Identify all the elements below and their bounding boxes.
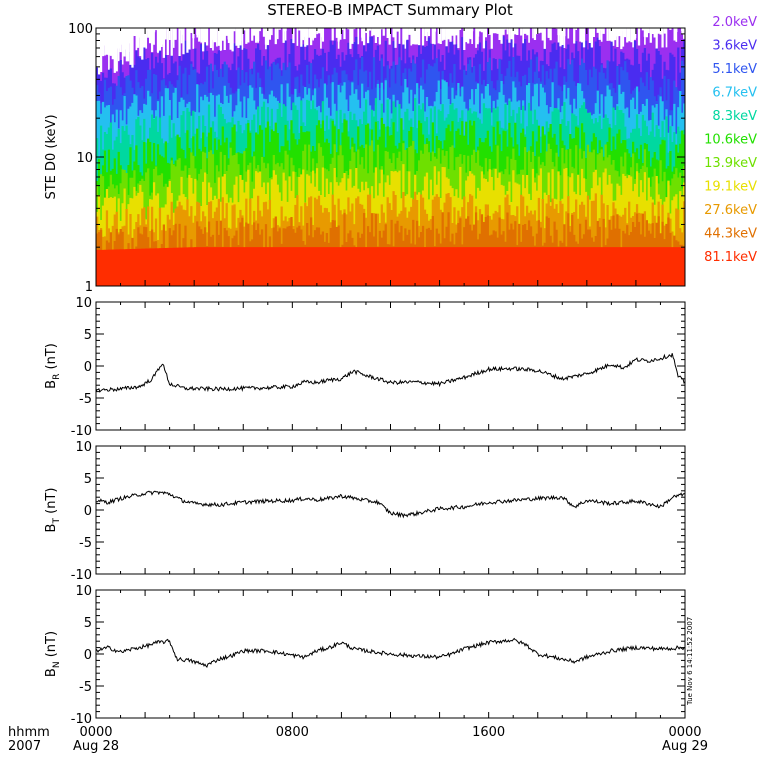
ytick-label: 5 (84, 472, 92, 487)
legend-entry-27.6keV: 27.6keV (704, 203, 757, 218)
date-label: Aug 29 (662, 739, 708, 754)
panel-frame (95, 301, 686, 431)
ytick-label: 0 (84, 360, 92, 375)
ytick-label: 0 (84, 648, 92, 663)
time-unit-label: hhmm (8, 725, 50, 740)
ste-spectrogram-panel: 1 10 100 STE D0 (keV) (44, 22, 686, 295)
date-label: Aug 28 (73, 739, 119, 754)
ste-ytick-label: 100 (68, 22, 93, 37)
ytick-label: -5 (79, 680, 92, 695)
magnetic-field-panels: 10 5 0 -5 -10 BR (nT) 10 5 0 -5 -10 BT (nT) 10 5 0 -5 -1… (44, 296, 686, 727)
time-tick-label: 0800 (276, 725, 309, 740)
ste-ytick-label: 1 (85, 280, 93, 295)
ytick-label: -10 (71, 568, 92, 583)
time-tick-label: 0000 (668, 725, 701, 740)
ytick-label: -10 (71, 712, 92, 727)
legend-entry-3.6keV: 3.6keV (712, 39, 757, 54)
plot-title: STEREO-B IMPACT Summary Plot (267, 1, 513, 19)
series-line-bt (95, 490, 686, 519)
ytick-label: 5 (84, 616, 92, 631)
legend-entry-19.1keV: 19.1keV (704, 180, 757, 195)
legend-entry-81.1keV: 81.1keV (704, 250, 757, 265)
ste-gap-fill (96, 28, 686, 75)
panel-bt: 10 5 0 -5 -10 BT (nT) (44, 440, 686, 583)
ytick-label: 0 (84, 504, 92, 519)
series-line-bn (95, 637, 686, 668)
panel-frame (95, 445, 686, 575)
legend-entry-2.0keV: 2.0keV (712, 15, 757, 30)
panel-br: 10 5 0 -5 -10 BR (nT) (44, 296, 686, 439)
year-label: 2007 (8, 739, 41, 754)
ytick-label: -5 (79, 536, 92, 551)
ytick-label: -10 (71, 424, 92, 439)
ytick-label: 10 (75, 296, 92, 311)
ytick-label: -5 (79, 392, 92, 407)
ylabel-br: BR (nT) (44, 343, 62, 389)
ste-band-fill (96, 247, 686, 286)
time-tick-label: 1600 (472, 725, 505, 740)
legend-entry-13.9keV: 13.9keV (704, 156, 757, 171)
ylabel-bt: BT (nT) (44, 488, 62, 533)
ste-gaps (96, 28, 686, 75)
ste-ylabel: STE D0 (keV) (44, 114, 59, 199)
ytick-label: 10 (75, 440, 92, 455)
time-tick-label: 0000 (79, 725, 112, 740)
ylabel-bn: BN (nT) (44, 631, 62, 677)
energy-legend: 2.0keV 3.6keV 5.1keV 6.7keV 8.3keV 10.6keV 13.… (704, 15, 757, 265)
ste-band-81.1keV (96, 247, 686, 286)
legend-entry-10.6keV: 10.6keV (704, 133, 757, 148)
ste-ytick-label: 10 (76, 151, 93, 166)
ytick-label: 5 (84, 328, 92, 343)
legend-entry-8.3keV: 8.3keV (712, 109, 757, 124)
panel-bn: 10 5 0 -5 -10 BN (nT) (44, 584, 686, 727)
timestamp-stamp: Tue Nov 6 14:11:52 2007 (686, 617, 694, 706)
legend-entry-5.1keV: 5.1keV (712, 62, 757, 77)
series-line-br (95, 353, 686, 393)
legend-entry-6.7keV: 6.7keV (712, 86, 757, 101)
legend-entry-44.3keV: 44.3keV (704, 227, 757, 242)
ytick-label: 10 (75, 584, 92, 599)
